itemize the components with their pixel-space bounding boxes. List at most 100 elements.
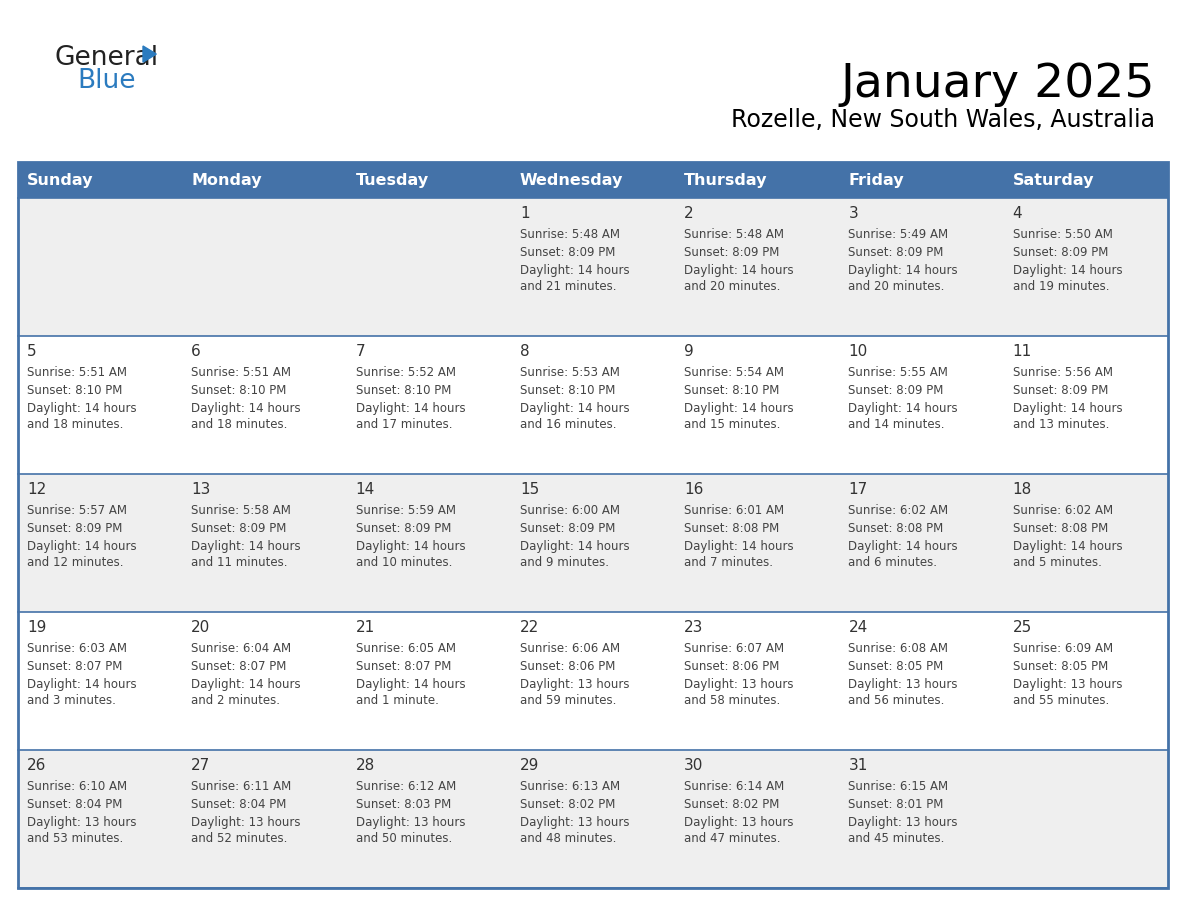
Text: Sunrise: 6:03 AM: Sunrise: 6:03 AM bbox=[27, 643, 127, 655]
Text: Daylight: 14 hours: Daylight: 14 hours bbox=[520, 401, 630, 415]
Bar bbox=[182, 612, 347, 750]
Bar bbox=[511, 474, 675, 612]
Text: Daylight: 14 hours: Daylight: 14 hours bbox=[520, 540, 630, 553]
Text: 18: 18 bbox=[1012, 482, 1032, 497]
Bar bbox=[182, 336, 347, 474]
Bar bbox=[18, 162, 182, 198]
Text: and 1 minute.: and 1 minute. bbox=[355, 694, 438, 708]
Bar bbox=[1004, 336, 1168, 474]
Bar bbox=[675, 474, 840, 612]
Text: 30: 30 bbox=[684, 758, 703, 773]
Bar bbox=[675, 198, 840, 336]
Text: Daylight: 14 hours: Daylight: 14 hours bbox=[1012, 401, 1123, 415]
Bar bbox=[18, 474, 182, 612]
Text: and 20 minutes.: and 20 minutes. bbox=[684, 280, 781, 294]
Text: Daylight: 14 hours: Daylight: 14 hours bbox=[27, 677, 137, 690]
Bar bbox=[182, 474, 347, 612]
Text: Saturday: Saturday bbox=[1012, 173, 1094, 187]
Text: Sunrise: 6:09 AM: Sunrise: 6:09 AM bbox=[1012, 643, 1113, 655]
Text: General: General bbox=[55, 45, 159, 71]
Bar bbox=[18, 162, 1168, 888]
Text: Sunrise: 6:14 AM: Sunrise: 6:14 AM bbox=[684, 780, 784, 793]
Text: 22: 22 bbox=[520, 620, 539, 635]
Bar bbox=[182, 750, 347, 888]
Text: Sunrise: 6:12 AM: Sunrise: 6:12 AM bbox=[355, 780, 456, 793]
Text: Sunrise: 5:49 AM: Sunrise: 5:49 AM bbox=[848, 229, 948, 241]
Text: Sunrise: 6:13 AM: Sunrise: 6:13 AM bbox=[520, 780, 620, 793]
Bar bbox=[18, 750, 182, 888]
Text: Sunrise: 5:59 AM: Sunrise: 5:59 AM bbox=[355, 504, 455, 518]
Text: 26: 26 bbox=[27, 758, 46, 773]
Text: Daylight: 13 hours: Daylight: 13 hours bbox=[27, 815, 137, 829]
Text: Sunrise: 5:56 AM: Sunrise: 5:56 AM bbox=[1012, 366, 1113, 379]
Text: Sunrise: 6:06 AM: Sunrise: 6:06 AM bbox=[520, 643, 620, 655]
Text: Sunrise: 6:02 AM: Sunrise: 6:02 AM bbox=[1012, 504, 1113, 518]
Bar bbox=[18, 198, 182, 336]
Text: Sunset: 8:09 PM: Sunset: 8:09 PM bbox=[1012, 384, 1108, 397]
Text: Daylight: 14 hours: Daylight: 14 hours bbox=[1012, 263, 1123, 276]
Text: Daylight: 13 hours: Daylight: 13 hours bbox=[1012, 677, 1123, 690]
Bar bbox=[840, 612, 1004, 750]
Text: Sunrise: 5:57 AM: Sunrise: 5:57 AM bbox=[27, 504, 127, 518]
Text: Sunrise: 5:51 AM: Sunrise: 5:51 AM bbox=[191, 366, 291, 379]
Text: 19: 19 bbox=[27, 620, 46, 635]
Text: 5: 5 bbox=[27, 344, 37, 359]
Text: Daylight: 14 hours: Daylight: 14 hours bbox=[1012, 540, 1123, 553]
Text: and 18 minutes.: and 18 minutes. bbox=[191, 419, 287, 431]
Text: and 3 minutes.: and 3 minutes. bbox=[27, 694, 116, 708]
Text: and 56 minutes.: and 56 minutes. bbox=[848, 694, 944, 708]
Text: Sunset: 8:09 PM: Sunset: 8:09 PM bbox=[1012, 246, 1108, 259]
Text: Sunrise: 6:04 AM: Sunrise: 6:04 AM bbox=[191, 643, 291, 655]
Text: Daylight: 14 hours: Daylight: 14 hours bbox=[27, 540, 137, 553]
Text: Daylight: 13 hours: Daylight: 13 hours bbox=[848, 815, 958, 829]
Text: Thursday: Thursday bbox=[684, 173, 767, 187]
Bar bbox=[1004, 198, 1168, 336]
Text: and 16 minutes.: and 16 minutes. bbox=[520, 419, 617, 431]
Text: Daylight: 14 hours: Daylight: 14 hours bbox=[684, 263, 794, 276]
Text: Sunset: 8:07 PM: Sunset: 8:07 PM bbox=[191, 660, 286, 673]
Text: and 21 minutes.: and 21 minutes. bbox=[520, 280, 617, 294]
Text: Daylight: 14 hours: Daylight: 14 hours bbox=[191, 401, 301, 415]
Text: Sunset: 8:07 PM: Sunset: 8:07 PM bbox=[355, 660, 451, 673]
Text: 27: 27 bbox=[191, 758, 210, 773]
Text: Sunset: 8:08 PM: Sunset: 8:08 PM bbox=[684, 522, 779, 535]
Text: Sunset: 8:01 PM: Sunset: 8:01 PM bbox=[848, 798, 943, 811]
Text: Sunset: 8:09 PM: Sunset: 8:09 PM bbox=[27, 522, 122, 535]
Text: 17: 17 bbox=[848, 482, 867, 497]
Text: and 20 minutes.: and 20 minutes. bbox=[848, 280, 944, 294]
Bar bbox=[1004, 474, 1168, 612]
Text: Sunset: 8:10 PM: Sunset: 8:10 PM bbox=[355, 384, 451, 397]
Text: and 59 minutes.: and 59 minutes. bbox=[520, 694, 617, 708]
Bar bbox=[840, 474, 1004, 612]
Text: 12: 12 bbox=[27, 482, 46, 497]
Text: Sunrise: 5:53 AM: Sunrise: 5:53 AM bbox=[520, 366, 620, 379]
Bar bbox=[840, 198, 1004, 336]
Text: Daylight: 13 hours: Daylight: 13 hours bbox=[684, 815, 794, 829]
Text: Sunrise: 5:58 AM: Sunrise: 5:58 AM bbox=[191, 504, 291, 518]
Text: Sunday: Sunday bbox=[27, 173, 94, 187]
Text: 20: 20 bbox=[191, 620, 210, 635]
Text: Daylight: 14 hours: Daylight: 14 hours bbox=[848, 263, 958, 276]
Text: Sunset: 8:07 PM: Sunset: 8:07 PM bbox=[27, 660, 122, 673]
Bar bbox=[347, 474, 511, 612]
Text: Wednesday: Wednesday bbox=[520, 173, 624, 187]
Text: Sunrise: 5:48 AM: Sunrise: 5:48 AM bbox=[520, 229, 620, 241]
Text: 7: 7 bbox=[355, 344, 365, 359]
Text: and 10 minutes.: and 10 minutes. bbox=[355, 556, 451, 569]
Text: Daylight: 13 hours: Daylight: 13 hours bbox=[355, 815, 465, 829]
Text: 15: 15 bbox=[520, 482, 539, 497]
Text: and 45 minutes.: and 45 minutes. bbox=[848, 833, 944, 845]
Text: Daylight: 14 hours: Daylight: 14 hours bbox=[848, 540, 958, 553]
Text: Daylight: 14 hours: Daylight: 14 hours bbox=[191, 677, 301, 690]
Text: Sunset: 8:03 PM: Sunset: 8:03 PM bbox=[355, 798, 450, 811]
Text: January 2025: January 2025 bbox=[840, 62, 1155, 107]
Bar bbox=[182, 162, 347, 198]
Bar bbox=[18, 336, 182, 474]
Text: 13: 13 bbox=[191, 482, 210, 497]
Bar bbox=[182, 198, 347, 336]
Text: and 9 minutes.: and 9 minutes. bbox=[520, 556, 609, 569]
Text: Daylight: 14 hours: Daylight: 14 hours bbox=[520, 263, 630, 276]
Text: Daylight: 13 hours: Daylight: 13 hours bbox=[684, 677, 794, 690]
Text: Sunrise: 5:50 AM: Sunrise: 5:50 AM bbox=[1012, 229, 1113, 241]
Bar bbox=[1004, 162, 1168, 198]
